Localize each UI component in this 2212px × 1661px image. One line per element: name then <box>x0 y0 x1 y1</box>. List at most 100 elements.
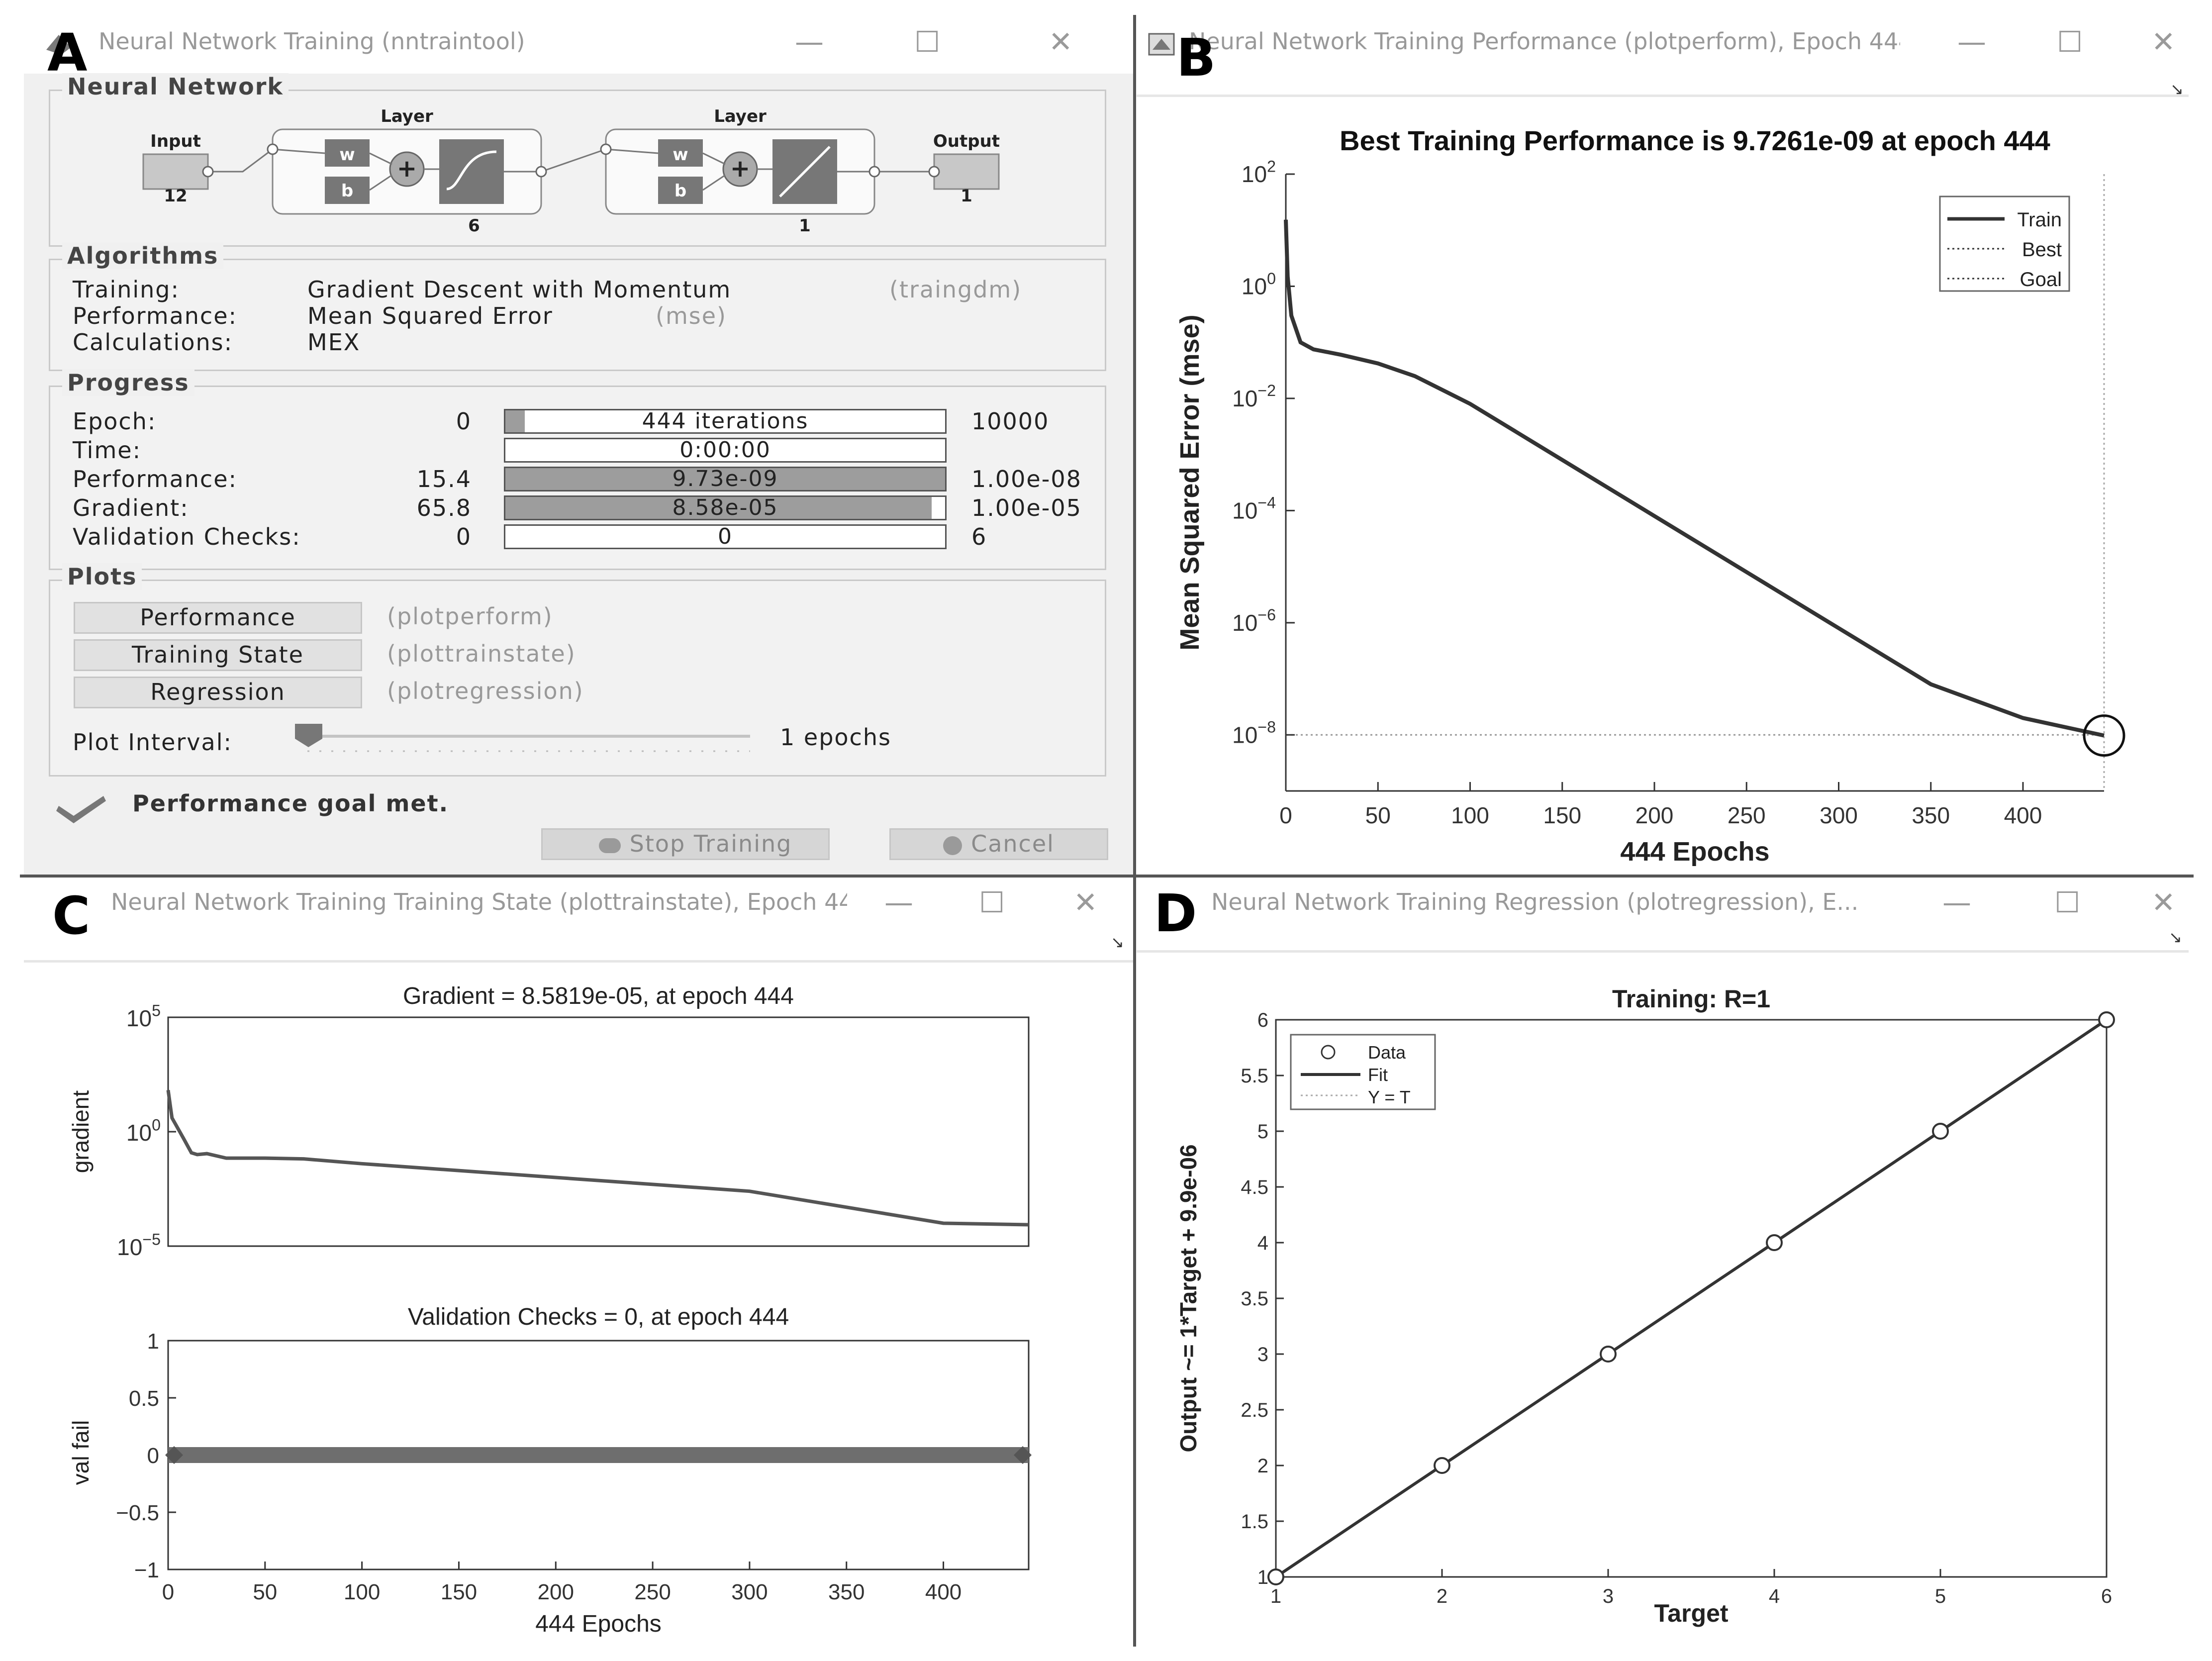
regression-x-tick-label: 2 <box>1437 1585 1447 1607</box>
valfail-x-tick-label: 50 <box>253 1580 277 1604</box>
progress-end-value: 1.00e-08 <box>971 466 1082 492</box>
valfail-x-tick-label: 250 <box>634 1580 671 1604</box>
minimize-button[interactable]: — <box>795 25 824 59</box>
layer1-size: 6 <box>468 216 480 236</box>
valfail-x-tick-label: 300 <box>731 1580 768 1604</box>
valfail-y-label: val fail <box>68 1420 94 1485</box>
valfail-marker-end <box>1014 1446 1032 1464</box>
performance-plot-button[interactable]: Performance <box>74 602 362 634</box>
title-bar: Neural Network Training Regression (plot… <box>1137 880 2189 947</box>
close-button[interactable]: ✕ <box>2151 25 2176 59</box>
gradient-plot-title: Gradient = 8.5819e-05, at epoch 444 <box>403 983 794 1009</box>
progress-start-value: 65.8 <box>416 494 472 521</box>
regression-x-tick-label: 4 <box>1769 1585 1780 1607</box>
progress-start-value: 0 <box>456 408 472 435</box>
output-block <box>933 153 1000 190</box>
data-point <box>1600 1346 1617 1363</box>
regression-y-tick-label: 3 <box>1257 1344 1268 1366</box>
gradient-y-tick-label: 105 <box>126 1001 161 1031</box>
progress-text: 0:00:00 <box>679 437 771 463</box>
close-button[interactable]: ✕ <box>1073 885 1098 919</box>
figure-icon <box>1148 33 1175 56</box>
gradient-y-label: gradient <box>68 1090 94 1173</box>
progress-text: 8.58e-05 <box>672 495 778 520</box>
layer1-plus: + <box>397 155 417 183</box>
valfail-marker-start <box>165 1446 183 1464</box>
checkmark-icon <box>56 796 106 823</box>
close-button[interactable]: ✕ <box>1049 25 1073 59</box>
y-tick-label: 102 <box>1242 157 1276 187</box>
y-axis-label: Mean Squared Error (mse) <box>1175 314 1205 650</box>
panel-letter-d: D <box>1154 883 1197 944</box>
best-marker <box>2083 714 2125 757</box>
valfail-y-tick-label: −0.5 <box>116 1501 159 1525</box>
cancel-button[interactable]: Cancel <box>889 828 1108 860</box>
stop-icon <box>598 838 621 853</box>
gradient-axes <box>167 1016 1030 1247</box>
legend-label: Train <box>2017 209 2062 231</box>
neural-network-group: Neural Network <box>49 73 1106 247</box>
progress-start-value: 0 <box>456 523 472 550</box>
training-state-plot-button[interactable]: Training State <box>74 639 362 671</box>
resize-icon: ↘ <box>2169 928 2182 947</box>
layer1-bias <box>325 177 370 204</box>
progress-bar: 444 iterations <box>504 409 947 434</box>
minimize-button[interactable]: — <box>884 885 913 919</box>
output-size: 1 <box>961 186 972 206</box>
layer1-w: w <box>339 145 355 165</box>
regression-chart: Training: R=1 1 2 3 4 5 6 1 1.5 2 2.5 3 3.5 4 4.5 5 5.5 6… <box>1175 985 2115 1627</box>
regression-plot-button[interactable]: Regression <box>74 677 362 708</box>
y-tick-label: 10−2 <box>1232 382 1276 411</box>
training-state-chart: Gradient = 8.5819e-05, at epoch 44410510… <box>68 983 1032 1637</box>
legend-label: Fit <box>1368 1065 1388 1085</box>
nntraintool-window: Neural Network Training (nntraintool) — … <box>24 20 1133 876</box>
x-tick-label: 400 <box>2004 802 2042 828</box>
plottrainstate-window: Neural Network Training Training State (… <box>24 880 1133 1642</box>
input-size: 12 <box>164 186 187 206</box>
progress-label: Performance: <box>73 466 237 492</box>
plotperform-window: Neural Network Training Performance (plo… <box>1137 20 2189 876</box>
regression-x-tick-label: 3 <box>1603 1585 1614 1607</box>
horizontal-divider <box>20 875 2194 878</box>
training-label: Training: <box>73 276 180 303</box>
window-title: Neural Network Training Training State (… <box>111 888 847 915</box>
progress-text: 444 iterations <box>642 408 809 434</box>
layer2-w: w <box>673 145 688 165</box>
regression-y-tick-label: 1 <box>1257 1566 1268 1588</box>
data-point <box>2098 1011 2115 1028</box>
calculations-label: Calculations: <box>73 329 233 356</box>
section-title: Progress <box>62 369 194 396</box>
valfail-x-label: 444 Epochs <box>535 1611 662 1637</box>
legend-box <box>1290 1034 1436 1110</box>
training-state-plot-fn: (plottrainstate) <box>387 640 576 667</box>
stop-training-label: Stop Training <box>629 830 792 857</box>
y-tick-label: 100 <box>1242 270 1276 299</box>
maximize-button[interactable]: ☐ <box>2054 885 2080 919</box>
legend-label: Data <box>1368 1042 1406 1063</box>
performance-label: Performance: <box>73 302 237 329</box>
valfail-x-tick-label: 400 <box>925 1580 962 1604</box>
regression-y-tick-label: 6 <box>1257 1009 1268 1031</box>
input-block <box>142 153 209 190</box>
progress-bar: 8.58e-05 <box>504 495 947 520</box>
layer2-size: 1 <box>799 216 811 236</box>
valfail-y-tick-label: 1 <box>147 1329 159 1354</box>
input-label: Input <box>150 131 201 151</box>
title-bar: Neural Network Training Training State (… <box>24 880 1133 952</box>
resize-icon: ↘ <box>1111 933 1124 952</box>
maximize-button[interactable]: ☐ <box>2057 25 2083 59</box>
stop-training-button[interactable]: Stop Training <box>541 828 830 860</box>
maximize-button[interactable]: ☐ <box>979 885 1005 919</box>
regression-y-tick-label: 2.5 <box>1241 1399 1268 1421</box>
minimize-button[interactable]: — <box>1957 25 1986 59</box>
close-button[interactable]: ✕ <box>2151 885 2176 919</box>
maximize-button[interactable]: ☐ <box>914 25 940 59</box>
progress-start-value: 15.4 <box>416 466 472 492</box>
section-title: Algorithms <box>62 242 224 269</box>
minimize-button[interactable]: — <box>1942 885 1971 919</box>
performance-value: Mean Squared Error <box>307 302 553 329</box>
plotregression-window: Neural Network Training Regression (plot… <box>1137 880 2189 1642</box>
layer1-b: b <box>341 181 353 201</box>
progress-label: Epoch: <box>73 408 157 435</box>
matlab-icon <box>46 35 71 55</box>
